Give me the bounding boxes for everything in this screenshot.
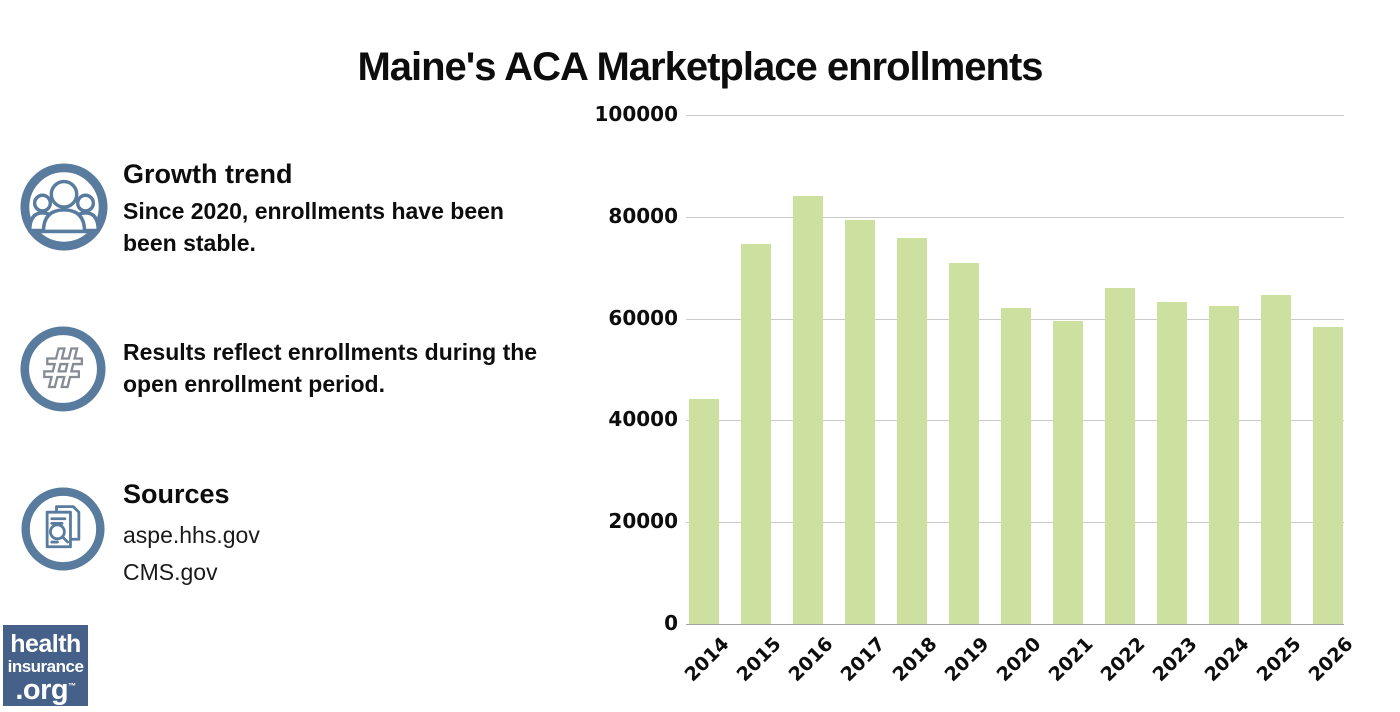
logo-line2: insurance	[7, 657, 84, 676]
bar-2023	[1156, 302, 1187, 624]
bar-2014	[688, 398, 719, 624]
note-block: Results reflect enrollments during the o…	[123, 336, 537, 400]
bar-2025	[1260, 294, 1291, 624]
bar-2022	[1104, 288, 1135, 624]
bar-2026	[1312, 326, 1343, 624]
bar-2015	[740, 244, 771, 624]
people-group-icon	[20, 163, 108, 251]
logo-line1: health	[10, 630, 81, 658]
y-tick-label: 0	[664, 611, 678, 635]
bar-2020	[1000, 308, 1031, 624]
source-item: aspe.hhs.gov	[123, 522, 260, 548]
x-axis-line	[686, 624, 1344, 625]
gridline	[686, 115, 1344, 116]
note-text: Results reflect enrollments during the o…	[123, 339, 538, 397]
bar-2017	[844, 219, 875, 624]
bar-chart: 0 20000 40000 60000 80000 100000 2014 2015 2016 2…	[595, 102, 1358, 686]
y-tick-label: 20000	[608, 509, 678, 534]
source-item: CMS.gov	[123, 559, 218, 585]
y-tick-label: 80000	[608, 203, 678, 228]
bar-2024	[1208, 305, 1239, 624]
y-tick-label: 100000	[594, 102, 679, 126]
documents-search-icon	[21, 487, 105, 571]
logo-line3: .org™	[15, 674, 76, 706]
healthinsurance-org-logo: health insurance .org™	[3, 625, 88, 706]
sources-block: Sources aspe.hhs.gov CMS.gov	[123, 478, 260, 591]
hashtag-icon: #	[20, 326, 106, 412]
sources-heading: Sources	[123, 479, 230, 509]
bar-2018	[896, 238, 927, 624]
sources-list: aspe.hhs.gov CMS.gov	[123, 517, 260, 591]
bar-2021	[1052, 320, 1083, 624]
bar-2019	[948, 262, 979, 624]
gridline	[686, 216, 1344, 218]
svg-text:#: #	[41, 337, 86, 400]
page-title: Maine's ACA Marketplace enrollments	[357, 44, 1043, 89]
growth-trend-block: Growth trend Since 2020, enrollments hav…	[123, 158, 504, 259]
y-tick-label: 40000	[608, 407, 678, 432]
growth-trend-heading: Growth trend	[123, 159, 293, 189]
y-tick-label: 60000	[608, 305, 678, 330]
trademark-symbol: ™	[68, 681, 76, 691]
growth-trend-text: Since 2020, enrollments have been been s…	[123, 198, 504, 256]
bar-2016	[792, 196, 823, 624]
